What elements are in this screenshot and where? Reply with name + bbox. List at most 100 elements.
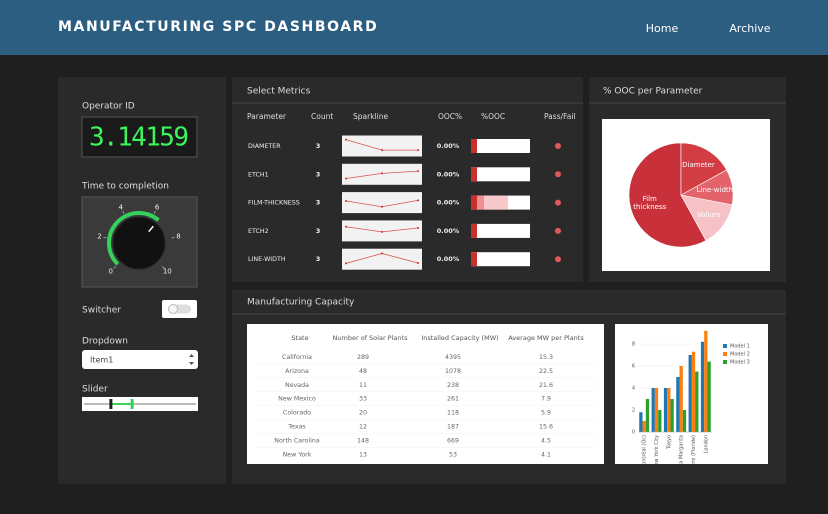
table-cell: California — [282, 354, 312, 361]
table-cell: 7.9 — [541, 396, 551, 403]
table-cell: 20 — [359, 410, 367, 417]
sparkline-point — [381, 149, 383, 152]
parameter: ETCH1 — [248, 171, 269, 178]
pie-label-text: Film thickness — [633, 194, 667, 212]
control-label: Dropdown — [82, 337, 128, 347]
parameter: LINE-WIDTH — [248, 256, 286, 263]
table-cell: 118 — [447, 410, 459, 417]
sparkline-point — [417, 262, 419, 265]
parameter: DIAMETER — [248, 143, 281, 150]
count: 3 — [316, 199, 321, 207]
table-header: State — [291, 334, 308, 342]
slider-handle[interactable] — [130, 399, 134, 409]
pie-label-text: Volium — [696, 211, 721, 220]
legend-swatch — [723, 344, 727, 348]
ooc-gauge — [471, 167, 530, 182]
table-cell: Nevada — [285, 382, 309, 389]
knob-tick — [122, 210, 125, 214]
dropdown-caret — [189, 354, 194, 365]
column-header: OOC% — [438, 112, 462, 121]
ooc-value: 0.00% — [437, 142, 460, 150]
control-label: Slider — [82, 385, 108, 395]
table-cell: 148 — [357, 437, 369, 444]
bar — [679, 366, 683, 432]
table-cell: 261 — [447, 396, 459, 403]
count: 3 — [316, 142, 321, 150]
sparkline-box — [342, 135, 422, 157]
bar — [704, 330, 708, 432]
knob-tick-label: 4 — [119, 203, 124, 211]
bar — [682, 410, 687, 432]
legend-swatch — [723, 352, 727, 356]
sparkline-point — [417, 199, 419, 202]
led-display — [81, 116, 198, 158]
ooc-gauge-marker — [471, 252, 477, 267]
y-tick-label: 0 — [632, 430, 635, 436]
sparkline-point — [381, 252, 383, 255]
knob-tick — [153, 210, 156, 214]
x-tick-label: Rancho Santa Margarita — [679, 435, 685, 495]
ooc-gauge-warning — [477, 195, 484, 210]
knob-tick-label: 10 — [163, 267, 172, 275]
pie-slice — [680, 142, 727, 196]
ooc-value: 0.00% — [437, 199, 460, 207]
table-cell: Arizona — [285, 368, 309, 375]
y-tick-label: 2 — [632, 408, 635, 414]
dropdown[interactable] — [82, 350, 198, 369]
column-header: Sparkline — [353, 112, 388, 121]
table-cell: 15.3 — [539, 354, 553, 361]
knob[interactable] — [112, 216, 166, 270]
knob-arc — [107, 211, 160, 266]
ooc-gauge — [471, 139, 530, 153]
table-box — [247, 324, 604, 464]
bar — [658, 410, 662, 432]
header-title: MANUFACTURING SPC DASHBOARD — [58, 19, 378, 35]
dropdown-value[interactable]: Item1 — [90, 356, 113, 365]
ooc-value: 0.00% — [437, 170, 460, 178]
table-cell: 238 — [447, 382, 459, 389]
legend-entry: Model 3 — [730, 360, 750, 366]
x-tick-label: London — [703, 435, 709, 453]
sparkline-point — [345, 262, 347, 265]
pie-slice — [628, 142, 707, 248]
column-header: Count — [311, 112, 333, 121]
table-cell: 4.5 — [541, 437, 551, 444]
pass-fail — [555, 171, 561, 178]
bar — [707, 361, 711, 432]
table-cell: Colorado — [283, 410, 311, 417]
panel-title: Manufacturing Capacity — [247, 298, 355, 308]
knob-tick — [113, 265, 117, 269]
sparkline-point — [381, 172, 383, 175]
ooc-gauge — [471, 223, 530, 238]
pie-label: Line-width — [697, 186, 733, 194]
bar-chart: 0 2 4 6 8 Montréal (Qc) New York City Tokyo Ranc… — [632, 330, 750, 495]
ooc-gauge-warning — [484, 195, 508, 210]
nav-link[interactable]: Archive — [729, 22, 770, 35]
y-tick-label: 4 — [632, 386, 635, 392]
table-cell: New Mexico — [278, 396, 316, 403]
table-cell: 33 — [359, 396, 367, 403]
count: 3 — [316, 170, 321, 178]
table-header: Average MW per Plants — [508, 334, 584, 342]
table-cell: 4.1 — [541, 451, 551, 458]
ooc-value: 0.00% — [437, 255, 460, 263]
y-tick-label: 6 — [632, 364, 635, 370]
bar — [676, 377, 680, 432]
legend-entry: Model 1 — [730, 344, 750, 350]
nav-link[interactable]: Home — [646, 22, 679, 35]
legend-swatch — [723, 360, 727, 364]
led-value: 3.14159 — [89, 123, 189, 153]
bar — [654, 388, 659, 432]
x-tick-label: Montréal (Qc) — [641, 435, 648, 469]
pie-label: Diameter — [682, 161, 715, 169]
bar — [688, 355, 692, 432]
sparkline-point — [345, 177, 347, 180]
pass-fail — [555, 256, 561, 263]
panel-title: % OOC per Parameter — [603, 87, 703, 97]
bar — [663, 388, 668, 432]
table-cell: New York — [283, 451, 312, 458]
sparkline-point — [381, 205, 383, 208]
parameter: ETCH2 — [248, 228, 269, 235]
slider-handle[interactable] — [109, 399, 113, 409]
